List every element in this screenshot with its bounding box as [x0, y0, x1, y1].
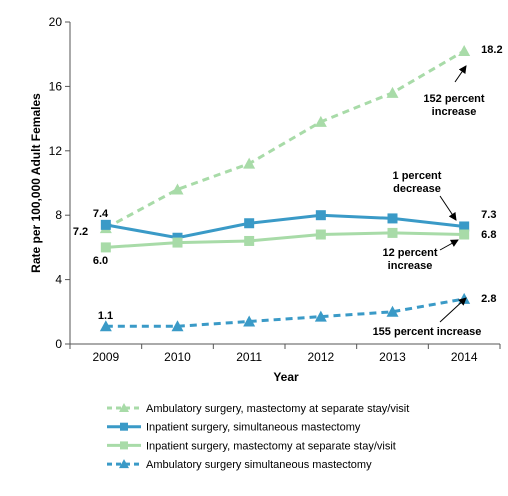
legend-swatch-marker: [120, 422, 128, 431]
data-point: [314, 310, 327, 322]
legend-label: Inpatient surgery, simultaneous mastecto…: [146, 422, 361, 434]
legend-swatch-marker: [119, 459, 129, 469]
y-tick-label: 4: [55, 273, 62, 287]
x-tick-label: 2009: [92, 350, 119, 364]
annotation-text: increase: [432, 106, 477, 118]
data-point: [171, 183, 184, 195]
data-point: [244, 235, 255, 246]
data-point: [387, 227, 398, 238]
data-point: [458, 44, 471, 56]
data-point: [386, 86, 399, 98]
data-label: 6.0: [93, 255, 108, 267]
data-label: 2.8: [481, 293, 496, 305]
legend: Ambulatory surgery, mastectomy at separa…: [107, 403, 409, 471]
x-tick-label: 2014: [451, 350, 478, 364]
x-ticks: 2009 2010 2011 2012 2013 2014: [69, 344, 501, 364]
legend-item: Inpatient surgery, mastectomy at separat…: [107, 440, 396, 452]
annotation-text: 1 percent: [393, 170, 442, 182]
y-tick-label: 0: [55, 337, 62, 351]
legend-item: Ambulatory surgery, mastectomy at separa…: [107, 403, 409, 415]
annotation-arrow: [439, 297, 467, 323]
annotation-text: decrease: [393, 183, 441, 195]
data-label: 6.8: [481, 229, 496, 241]
y-tick-label: 16: [49, 79, 63, 93]
annotation-arrow: [454, 65, 467, 83]
data-label: 7.3: [481, 209, 496, 221]
x-tick-label: 2011: [236, 350, 262, 364]
annotation-text: 155 percent increase: [373, 326, 482, 338]
annotation-arrow: [439, 239, 459, 251]
series-2: [100, 227, 470, 253]
data-point: [172, 237, 183, 248]
data-point: [99, 320, 112, 332]
series-line: [105, 213, 465, 240]
x-tick-label: 2010: [164, 350, 191, 364]
data-label: 1.1: [98, 310, 113, 322]
data-point: [171, 320, 184, 332]
x-tick-label: 2013: [379, 350, 406, 364]
data-point: [314, 115, 327, 127]
y-tick-label: 12: [49, 144, 63, 158]
plot-area: 0 4 8 12 16 20 2009 2010 2011 2012 2013 2014 Rate …: [29, 15, 503, 384]
data-labels: 7.2 18.2 7.4 7.3 6.0 6.8 1.1 2.8: [73, 44, 503, 322]
data-point: [315, 210, 326, 221]
data-point: [458, 292, 471, 304]
annotation-text: 152 percent: [423, 93, 484, 105]
data-point: [459, 229, 470, 240]
data-point: [100, 242, 111, 253]
annotation-arrow: [439, 195, 457, 221]
y-ticks: 0 4 8 12 16 20: [49, 15, 70, 351]
legend-label: Ambulatory surgery, mastectomy at separa…: [146, 403, 409, 415]
legend-label: Inpatient surgery, mastectomy at separat…: [146, 440, 396, 452]
data-point: [243, 157, 256, 169]
series-line: [105, 231, 465, 249]
legend-swatch-marker: [120, 441, 128, 450]
legend-label: Ambulatory surgery simultaneous mastecto…: [146, 459, 372, 471]
data-label: 18.2: [481, 44, 502, 56]
legend-item: Inpatient surgery, simultaneous mastecto…: [107, 422, 361, 434]
annotation-text: increase: [388, 260, 433, 272]
series-layer: [99, 44, 471, 332]
data-point: [387, 213, 398, 224]
series-line: [105, 49, 465, 230]
legend-item: Ambulatory surgery simultaneous mastecto…: [107, 459, 372, 471]
y-axis-title: Rate per 100,000 Adult Females: [29, 93, 43, 273]
legend-swatch-marker: [119, 403, 129, 412]
x-axis-title: Year: [273, 370, 299, 384]
x-tick-label: 2012: [307, 350, 334, 364]
data-point: [315, 229, 326, 240]
data-label: 7.4: [93, 208, 109, 220]
annotation-text: 12 percent: [382, 247, 437, 259]
data-point: [244, 218, 255, 229]
y-tick-label: 20: [49, 15, 63, 29]
data-point: [100, 219, 111, 230]
data-point: [459, 221, 470, 232]
data-point: [386, 305, 399, 317]
data-point: [243, 315, 256, 327]
series-0: [99, 44, 471, 234]
series-line: [105, 297, 465, 328]
data-label: 7.2: [73, 226, 88, 238]
y-tick-label: 8: [55, 208, 62, 222]
